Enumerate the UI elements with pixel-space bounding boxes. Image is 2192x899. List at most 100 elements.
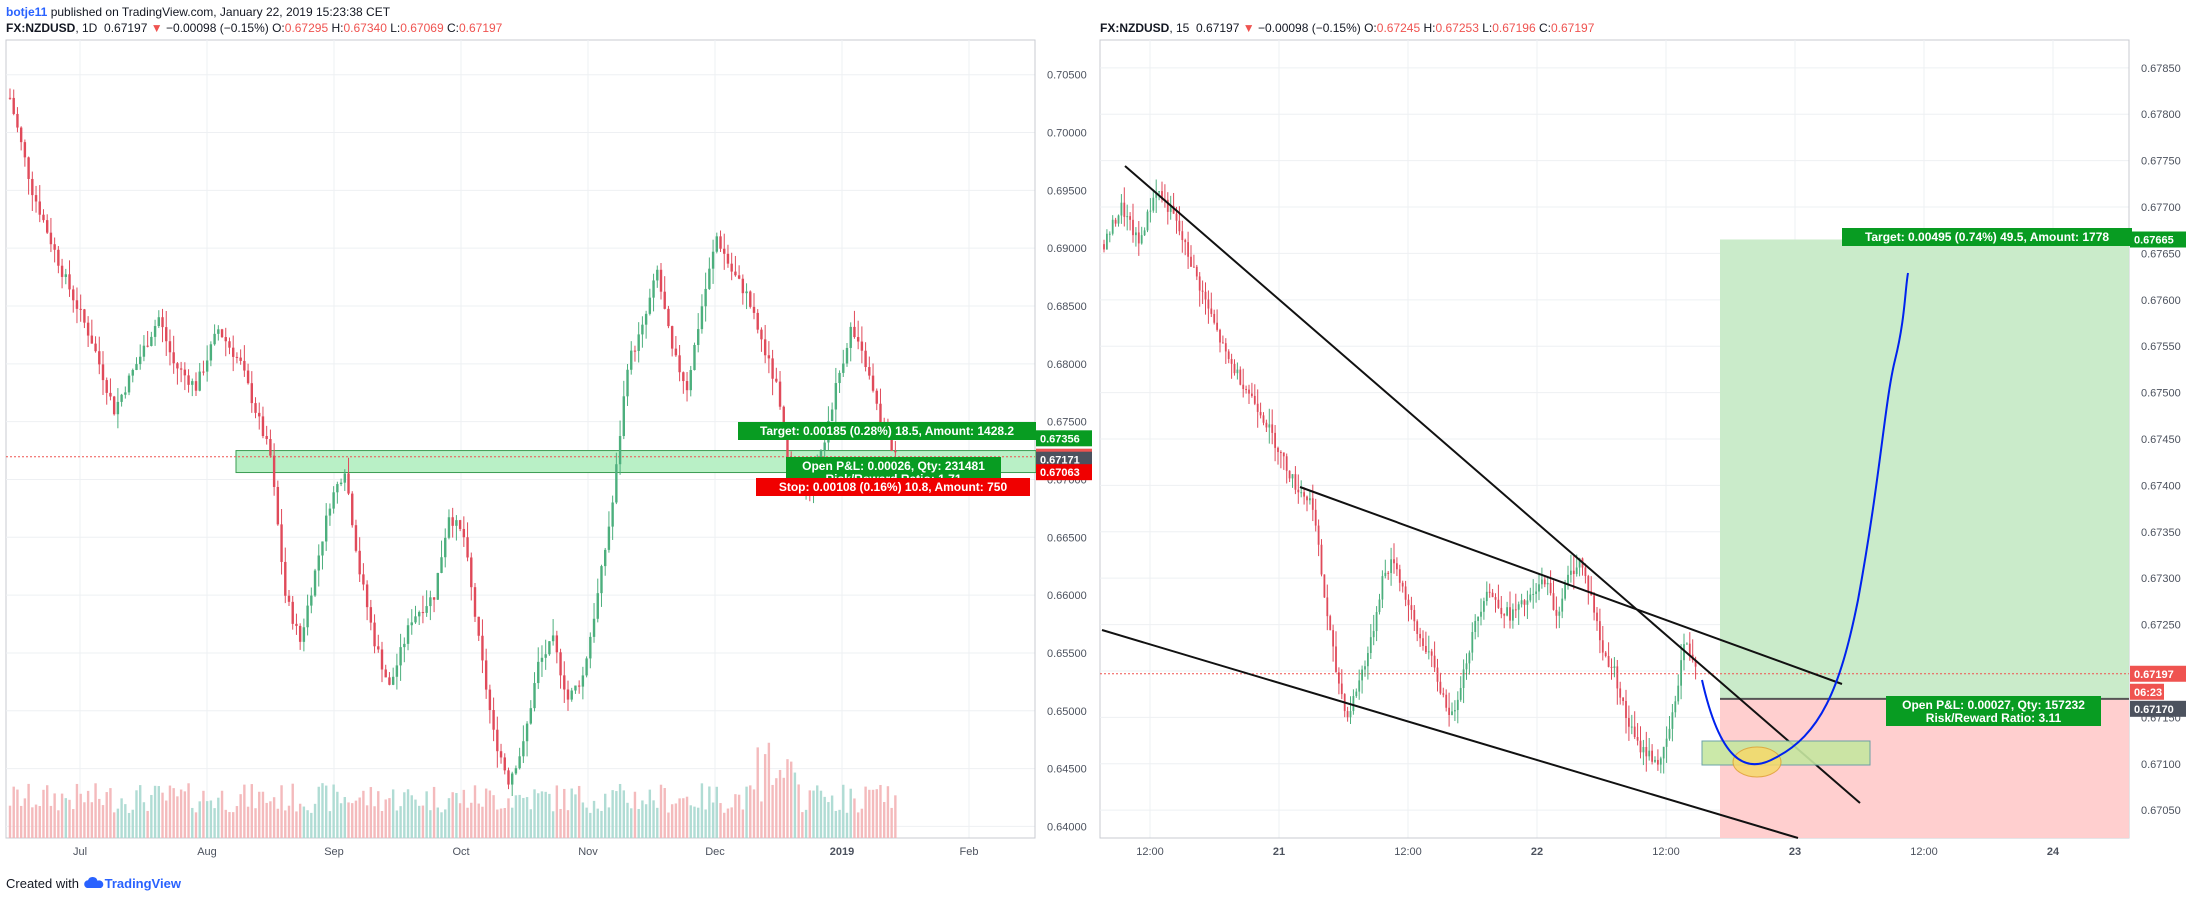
volume-bar — [630, 808, 633, 838]
volume-bar — [481, 806, 484, 838]
right-countdown-tag-bg — [2130, 683, 2164, 700]
candle-body — [511, 773, 514, 785]
candle-body — [380, 649, 384, 670]
highlight-circle — [1732, 746, 1782, 778]
footer-brand[interactable]: TradingView — [104, 876, 181, 891]
left-target-tag-bg — [1036, 430, 1092, 447]
x-tick-label: 12:00 — [1136, 846, 1164, 858]
volume-bar — [142, 802, 146, 838]
volume-bar — [741, 809, 745, 838]
candle-body — [198, 371, 201, 391]
candle-body — [637, 334, 640, 351]
candle-body — [737, 275, 741, 279]
candle-body — [726, 253, 730, 264]
volume-bar — [756, 747, 759, 838]
volume-bar — [150, 794, 153, 838]
candle-body — [1262, 415, 1265, 423]
candle-body — [644, 313, 648, 325]
publisher-username[interactable]: botje11 — [6, 5, 48, 19]
volume-bar — [819, 790, 823, 838]
volume-bar — [633, 791, 637, 838]
volume-bar — [46, 785, 49, 838]
candle-body — [1593, 595, 1595, 613]
candle-body — [1340, 683, 1343, 695]
candle-body — [1604, 652, 1607, 656]
candle-body — [1610, 666, 1613, 668]
candle-body — [1456, 699, 1459, 711]
volume-bar — [507, 798, 510, 838]
volume-bar — [715, 786, 718, 838]
left-high-label: H: — [331, 21, 344, 35]
candle-body — [1219, 329, 1221, 343]
volume-bar — [592, 800, 596, 838]
candle-body — [1332, 630, 1334, 647]
candle-body — [596, 593, 599, 619]
candle-body — [27, 157, 30, 179]
left-close-label: C: — [446, 21, 459, 35]
candle-body — [890, 434, 893, 451]
y-tick-label: 0.67500 — [2141, 388, 2181, 400]
candle-body — [1358, 680, 1361, 692]
candle-body — [358, 550, 361, 575]
volume-bar — [596, 808, 599, 838]
volume-bar — [351, 803, 354, 838]
candle-body — [1378, 599, 1381, 613]
volume-bar — [153, 785, 157, 838]
volume-bar — [425, 791, 428, 838]
candle-body — [1349, 711, 1352, 718]
x-tick-label: Aug — [197, 846, 217, 858]
candle-body — [529, 708, 532, 724]
volume-bar — [689, 805, 692, 838]
candle-body — [1445, 694, 1448, 708]
candle-body — [220, 329, 224, 338]
right-open-pl-label-line2: Risk/Reward Ratio: 3.11 — [1926, 711, 2062, 725]
candle-body — [1671, 712, 1674, 729]
candle-body — [1311, 498, 1314, 510]
y-tick-label: 0.67850 — [2141, 63, 2181, 75]
down-arrow-icon: ▼ — [150, 21, 163, 35]
x-tick-label: Nov — [578, 846, 598, 858]
candle-body — [1427, 651, 1430, 653]
candle-body — [1575, 567, 1578, 575]
volume-bar — [124, 804, 127, 838]
candle-body — [1694, 659, 1697, 667]
y-tick-label: 0.67350 — [2141, 527, 2181, 539]
right-countdown-tag: 06:23 — [2134, 687, 2162, 699]
candle-body — [1297, 489, 1300, 493]
candle-body — [1323, 574, 1326, 598]
candle-body — [176, 363, 179, 369]
candle-body — [1567, 574, 1569, 585]
candle-body — [1439, 681, 1442, 694]
volume-bar — [574, 794, 577, 838]
volume-bar — [235, 806, 239, 838]
candle-body — [339, 482, 343, 485]
candle-body — [879, 403, 882, 425]
candle-body — [1636, 737, 1639, 741]
candle-body — [90, 335, 94, 344]
candle-body — [265, 436, 268, 440]
candle-body — [1465, 663, 1468, 670]
candle-body — [98, 351, 101, 365]
candle-body — [670, 326, 674, 349]
candle-body — [1314, 509, 1317, 526]
candle-body — [1390, 559, 1392, 574]
candle-body — [842, 363, 845, 373]
candle-body — [444, 537, 447, 558]
candle-body — [1485, 591, 1488, 602]
volume-bar — [339, 803, 343, 838]
candle-body — [563, 675, 566, 690]
volume-bar — [321, 783, 324, 838]
candle-body — [1677, 685, 1680, 702]
volume-bar — [484, 788, 488, 838]
candle-body — [477, 616, 480, 636]
volume-bar — [737, 794, 741, 838]
left-stop-label: Stop: 0.00108 (0.16%) 10.8, Amount: 750 — [779, 480, 1008, 494]
volume-bar — [466, 807, 469, 838]
candle-body — [1251, 393, 1253, 396]
volume-bar — [458, 803, 462, 838]
volume-bar — [310, 812, 313, 838]
right-target-label: Target: 0.00495 (0.74%) 49.5, Amount: 17… — [1865, 230, 2109, 244]
left-low: 0.67069 — [400, 21, 444, 35]
candle-body — [577, 685, 581, 687]
